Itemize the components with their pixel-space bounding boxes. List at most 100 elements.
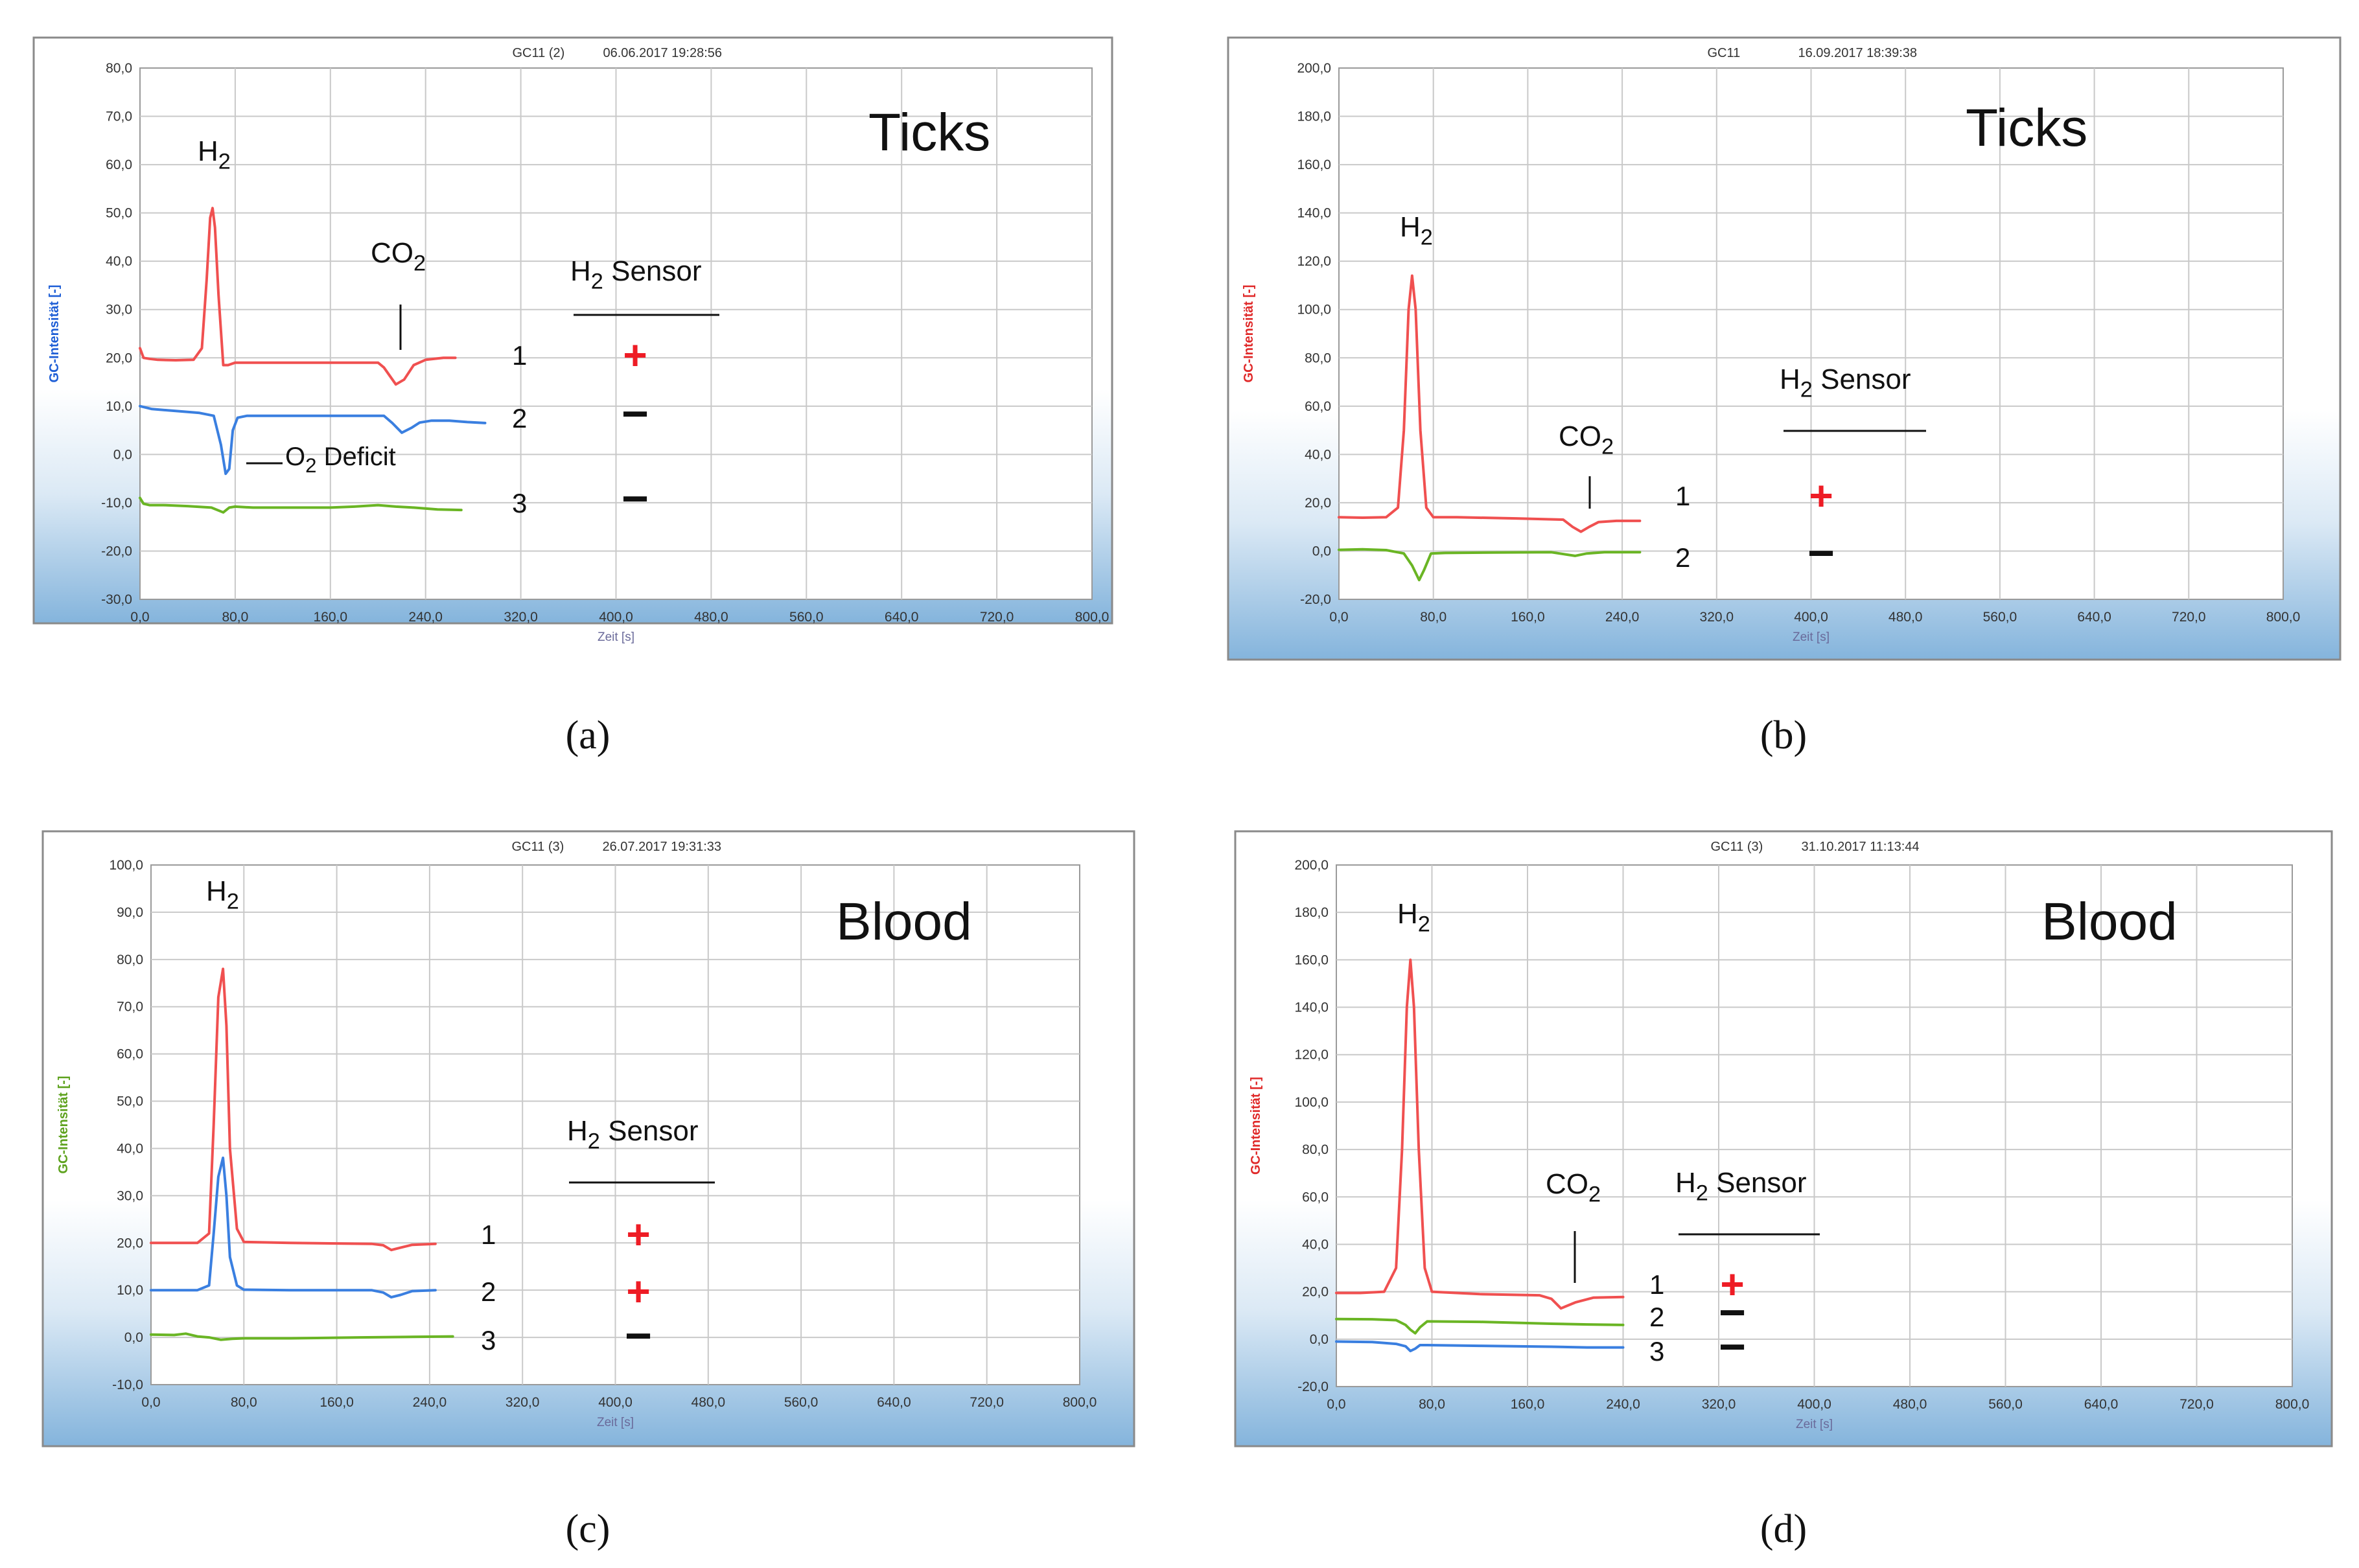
- h2-peak-label: H2: [206, 875, 239, 914]
- x-tick-label: 480,0: [1893, 1397, 1927, 1412]
- x-tick-label: 640,0: [885, 610, 919, 625]
- y-tick-label: 70,0: [117, 1000, 143, 1015]
- sensor-positive-mark: +: [623, 332, 647, 378]
- y-tick-label: 120,0: [1297, 254, 1331, 269]
- y-tick-label: 40,0: [106, 254, 132, 269]
- x-axis-title: Zeit [s]: [598, 630, 634, 644]
- x-tick-label: 720,0: [2172, 610, 2206, 625]
- x-tick-label: 160,0: [320, 1395, 354, 1410]
- y-tick-label: 60,0: [106, 157, 132, 172]
- x-tick-label: 800,0: [1075, 610, 1110, 625]
- y-tick-label: 80,0: [106, 61, 132, 76]
- x-tick-label: 640,0: [877, 1395, 911, 1410]
- h2-sensor-header: H2 Sensor: [567, 1115, 699, 1153]
- y-axis-title: GC-Intensität [-]: [1249, 1077, 1263, 1175]
- chart-header: GC11 (2): [513, 46, 565, 60]
- y-tick-label: 70,0: [106, 110, 132, 124]
- x-tick-label: 400,0: [1797, 1397, 1831, 1412]
- x-tick-label: 560,0: [1988, 1397, 2023, 1412]
- x-tick-label: 80,0: [1420, 610, 1447, 625]
- sample-type-label: Ticks: [868, 103, 990, 162]
- sensor-negative-mark: −: [1807, 527, 1835, 579]
- y-tick-label: 50,0: [106, 206, 132, 221]
- y-tick-label: 200,0: [1297, 61, 1331, 76]
- x-tick-label: 640,0: [2077, 610, 2111, 625]
- series-line-3: [1335, 1340, 1625, 1353]
- series-line-2: [139, 404, 487, 476]
- y-tick-label: 60,0: [1302, 1190, 1329, 1205]
- x-tick-label: 640,0: [2084, 1397, 2119, 1412]
- y-tick-label: 0,0: [113, 447, 132, 462]
- x-tick-label: 800,0: [2266, 610, 2301, 625]
- y-tick-label: 30,0: [117, 1188, 143, 1203]
- sample-type-label: Blood: [2041, 892, 2178, 951]
- x-tick-label: 560,0: [1983, 610, 2017, 625]
- sample-number: 2: [1649, 1302, 1664, 1332]
- y-tick-label: 80,0: [117, 952, 143, 967]
- y-tick-label: 140,0: [1297, 206, 1331, 221]
- y-tick-label: 50,0: [117, 1094, 143, 1109]
- x-tick-label: 480,0: [1888, 610, 1923, 625]
- panel-caption: (d): [1760, 1507, 1807, 1551]
- x-tick-label: 160,0: [1511, 610, 1545, 625]
- sensor-negative-mark: −: [1719, 1321, 1746, 1373]
- y-tick-label: 60,0: [1305, 399, 1331, 414]
- x-tick-label: 400,0: [599, 610, 633, 625]
- x-tick-label: 0,0: [1329, 610, 1348, 625]
- x-tick-label: 480,0: [691, 1395, 726, 1410]
- series-line-2: [150, 1157, 437, 1299]
- y-tick-label: -20,0: [1300, 592, 1331, 607]
- y-tick-label: 160,0: [1294, 952, 1329, 967]
- y-tick-label: -10,0: [101, 496, 132, 511]
- h2-peak-label: H2: [198, 135, 231, 174]
- x-tick-label: 560,0: [784, 1395, 819, 1410]
- co2-peak-label: CO2: [1559, 421, 1614, 459]
- y-tick-label: -30,0: [101, 592, 132, 607]
- series-line-1: [150, 967, 437, 1252]
- h2-sensor-header: H2 Sensor: [570, 255, 702, 294]
- h2-sensor-header: H2 Sensor: [1780, 363, 1911, 402]
- x-tick-label: 800,0: [2275, 1397, 2310, 1412]
- y-tick-label: 20,0: [106, 351, 132, 365]
- x-tick-label: 800,0: [1063, 1395, 1097, 1410]
- y-tick-label: 90,0: [117, 905, 143, 920]
- chart-timestamp: 16.09.2017 18:39:38: [1798, 46, 1918, 60]
- x-tick-label: 560,0: [789, 610, 824, 625]
- y-tick-label: -20,0: [1297, 1379, 1329, 1394]
- sample-number: 2: [481, 1276, 496, 1307]
- x-tick-label: 320,0: [1700, 610, 1734, 625]
- y-tick-label: 60,0: [117, 1047, 143, 1062]
- series-line-3: [150, 1332, 454, 1341]
- x-tick-label: 320,0: [1702, 1397, 1736, 1412]
- sample-number: 2: [1675, 542, 1690, 573]
- x-axis-title: Zeit [s]: [1796, 1418, 1833, 1431]
- chart-header: GC11 (3): [1711, 840, 1763, 854]
- x-tick-label: 240,0: [1606, 1397, 1640, 1412]
- chart-header: GC11 (3): [512, 840, 564, 854]
- x-tick-label: 720,0: [970, 1395, 1004, 1410]
- y-axis-title: GC-Intensität [-]: [1242, 284, 1256, 382]
- x-tick-label: 400,0: [1794, 610, 1828, 625]
- sample-number: 2: [512, 403, 527, 433]
- y-tick-label: 0,0: [1310, 1332, 1329, 1347]
- x-tick-label: 160,0: [314, 610, 348, 625]
- y-tick-label: 180,0: [1297, 110, 1331, 124]
- x-tick-label: 720,0: [980, 610, 1014, 625]
- sample-number: 3: [512, 488, 527, 518]
- x-axis-title: Zeit [s]: [1793, 630, 1830, 644]
- y-tick-label: 0,0: [124, 1330, 143, 1345]
- series-line-2: [1338, 548, 1642, 582]
- h2-peak-label: H2: [1397, 898, 1430, 936]
- x-tick-label: 160,0: [1511, 1397, 1545, 1412]
- y-tick-label: 100,0: [1294, 1095, 1329, 1110]
- y-tick-label: 120,0: [1294, 1048, 1329, 1063]
- x-tick-label: 80,0: [1419, 1397, 1445, 1412]
- sensor-positive-mark: +: [626, 1268, 650, 1315]
- panel-caption: (b): [1760, 713, 1807, 757]
- sample-number: 1: [1649, 1269, 1664, 1300]
- y-tick-label: 20,0: [117, 1236, 143, 1251]
- sample-number: 3: [1649, 1336, 1664, 1366]
- panel-caption: (c): [566, 1507, 610, 1551]
- sensor-positive-mark: +: [1809, 472, 1833, 519]
- sensor-negative-mark: −: [625, 1310, 652, 1362]
